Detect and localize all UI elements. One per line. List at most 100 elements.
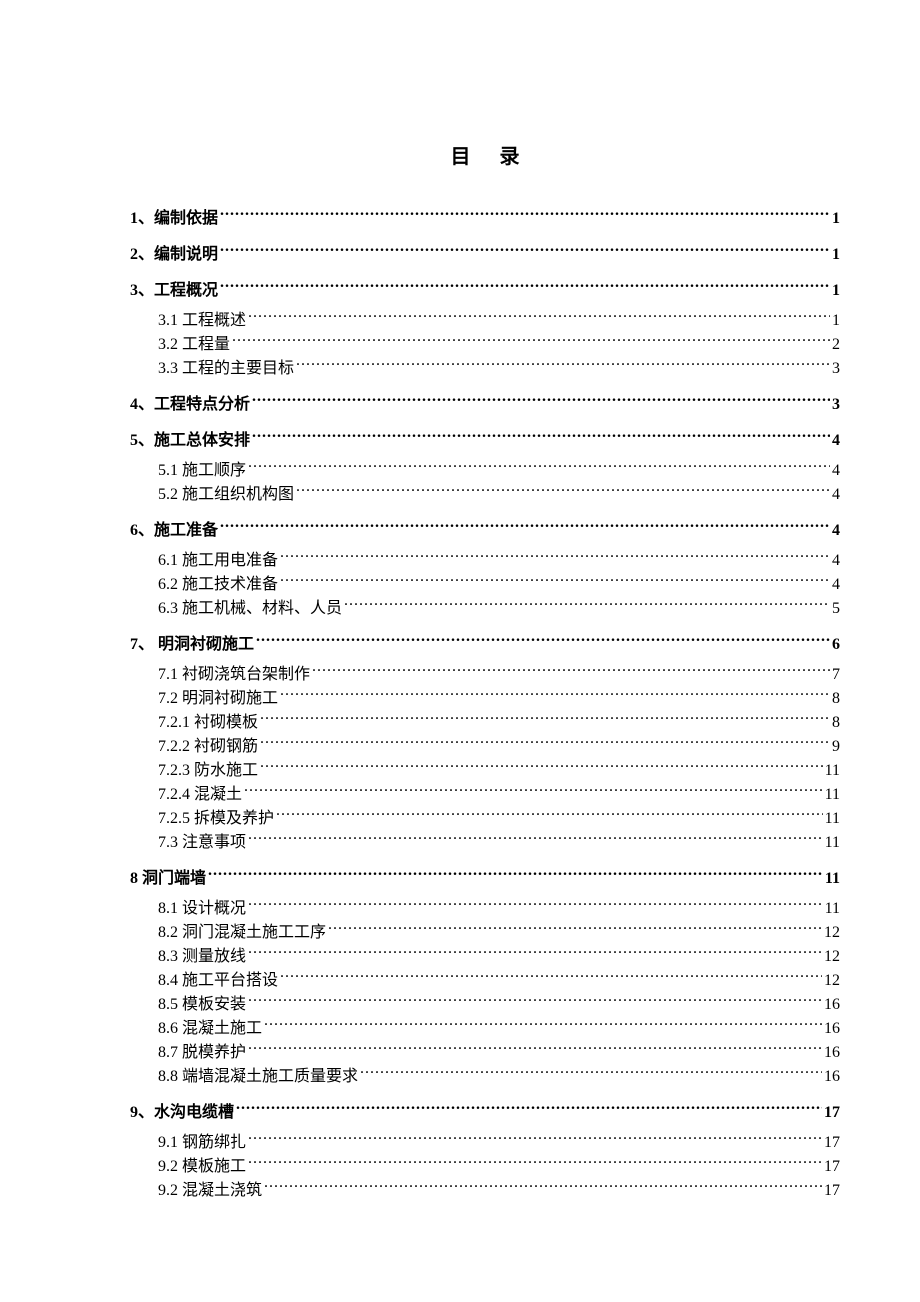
toc-entry-label: 7.2.1 衬砌模板 (158, 711, 258, 735)
toc-entry-page: 4 (832, 429, 840, 453)
toc-entry-page: 12 (824, 945, 840, 969)
toc-entry: 8.5 模板安装 16 (130, 993, 840, 1017)
toc-entry-label: 7.2.5 拆模及养护 (158, 807, 274, 831)
toc-entry: 8.2 洞门混凝土施工工序12 (130, 921, 840, 945)
toc-entry: 7.2.3 防水施工 11 (130, 759, 840, 783)
toc-entry-page: 11 (825, 807, 840, 831)
toc-entry: 2、编制说明 1 (130, 243, 840, 267)
toc-leader-dots (360, 1065, 822, 1081)
toc-entry-label: 8.1 设计概况 (158, 897, 246, 921)
toc-entry: 6.3 施工机械、材料、人员5 (130, 597, 840, 621)
toc-entry-label: 9.2 混凝土浇筑 (158, 1179, 262, 1203)
toc-entry: 9.1 钢筋绑扎17 (130, 1131, 840, 1155)
toc-entry-page: 3 (832, 357, 840, 381)
toc-entry-page: 11 (825, 897, 840, 921)
toc-entry-label: 8 洞门端墙 (130, 867, 206, 891)
toc-entry: 3.3 工程的主要目标3 (130, 357, 840, 381)
toc-entry-page: 17 (824, 1179, 840, 1203)
toc-entry-page: 4 (832, 549, 840, 573)
toc-entry-page: 16 (824, 1065, 840, 1089)
toc-entry-label: 7.2 明洞衬砌施工 (158, 687, 278, 711)
toc-entry-page: 1 (832, 279, 840, 303)
toc-entry-page: 6 (832, 633, 840, 657)
toc-entry-page: 16 (824, 993, 840, 1017)
toc-entry-label: 1、编制依据 (130, 207, 218, 231)
toc-entry: 8.8 端墙混凝土施工质量要求 16 (130, 1065, 840, 1089)
toc-leader-dots (296, 357, 830, 373)
toc-entry-label: 6.1 施工用电准备 (158, 549, 278, 573)
toc-entry: 8 洞门端墙 11 (130, 867, 840, 891)
toc-entry-label: 6、施工准备 (130, 519, 218, 543)
toc-entry-label: 3.1 工程概述 (158, 309, 246, 333)
toc-leader-dots (296, 483, 830, 499)
toc-entry-label: 9.2 模板施工 (158, 1155, 246, 1179)
toc-entry-label: 8.3 测量放线 (158, 945, 246, 969)
toc-entry-page: 12 (824, 921, 840, 945)
toc-entry-page: 17 (824, 1155, 840, 1179)
toc-leader-dots (344, 597, 830, 613)
toc-entry-page: 2 (832, 333, 840, 357)
toc-entry-page: 8 (832, 687, 840, 711)
toc-leader-dots (244, 783, 823, 799)
toc-entry-page: 16 (824, 1017, 840, 1041)
toc-leader-dots (252, 429, 830, 445)
toc-leader-dots (260, 759, 823, 775)
toc-entry-label: 6.3 施工机械、材料、人员 (158, 597, 342, 621)
toc-entry: 6、施工准备 4 (130, 519, 840, 543)
toc-entry-page: 3 (832, 393, 840, 417)
toc-entry-label: 9、水沟电缆槽 (130, 1101, 234, 1125)
toc-entry: 5、施工总体安排 4 (130, 429, 840, 453)
toc-entry-label: 8.4 施工平台搭设 (158, 969, 278, 993)
toc-leader-dots (220, 519, 830, 535)
toc-leader-dots (312, 663, 830, 679)
toc-entry-page: 11 (825, 867, 840, 891)
toc-leader-dots (220, 279, 830, 295)
toc-leader-dots (208, 867, 823, 883)
toc-entry-label: 8.5 模板安装 (158, 993, 246, 1017)
toc-entry: 9.2 混凝土浇筑 17 (130, 1179, 840, 1203)
toc-entry-label: 5.2 施工组织机构图 (158, 483, 294, 507)
toc-entry-page: 11 (825, 759, 840, 783)
toc-entry: 7.2.5 拆模及养护 11 (130, 807, 840, 831)
toc-entry-page: 16 (824, 1041, 840, 1065)
toc-entry: 1、编制依据 1 (130, 207, 840, 231)
toc-entry-page: 4 (832, 483, 840, 507)
toc-entry-page: 11 (825, 831, 840, 855)
toc-entry-page: 7 (832, 663, 840, 687)
toc-entry-label: 6.2 施工技术准备 (158, 573, 278, 597)
toc-entry-label: 7.1 衬砌浇筑台架制作 (158, 663, 310, 687)
toc-leader-dots (248, 1155, 822, 1171)
toc-entry-label: 8.6 混凝土施工 (158, 1017, 262, 1041)
toc-title: 目 录 (130, 140, 840, 169)
toc-entry: 7.2.1 衬砌模板 8 (130, 711, 840, 735)
toc-entry: 9、水沟电缆槽 17 (130, 1101, 840, 1125)
toc-leader-dots (280, 573, 830, 589)
toc-entry-page: 1 (832, 207, 840, 231)
toc-leader-dots (236, 1101, 822, 1117)
toc-entry-page: 9 (832, 735, 840, 759)
toc-leader-dots (248, 993, 822, 1009)
toc-leader-dots (276, 807, 823, 823)
toc-leader-dots (248, 945, 822, 961)
toc-entry: 3.1 工程概述 1 (130, 309, 840, 333)
toc-entry-page: 1 (832, 309, 840, 333)
toc-entry: 8.4 施工平台搭设 12 (130, 969, 840, 993)
toc-entry-label: 8.7 脱模养护 (158, 1041, 246, 1065)
toc-leader-dots (248, 1041, 822, 1057)
toc-entry-page: 4 (832, 573, 840, 597)
toc-container: 1、编制依据 12、编制说明 13、工程概况 13.1 工程概述13.2 工程量… (130, 207, 840, 1203)
toc-entry-page: 17 (824, 1131, 840, 1155)
toc-entry-page: 4 (832, 519, 840, 543)
toc-entry-page: 12 (824, 969, 840, 993)
toc-entry-page: 8 (832, 711, 840, 735)
toc-entry-label: 3.2 工程量 (158, 333, 230, 357)
toc-entry-label: 5、施工总体安排 (130, 429, 250, 453)
toc-entry-label: 8.8 端墙混凝土施工质量要求 (158, 1065, 358, 1089)
toc-entry: 8.1 设计概况 11 (130, 897, 840, 921)
toc-entry: 3.2 工程量 2 (130, 333, 840, 357)
toc-entry-label: 7.2.3 防水施工 (158, 759, 258, 783)
toc-entry: 7.2.4 混凝土11 (130, 783, 840, 807)
toc-entry-page: 11 (825, 783, 840, 807)
toc-leader-dots (280, 969, 822, 985)
document-page: 目 录 1、编制依据 12、编制说明 13、工程概况 13.1 工程概述13.2… (0, 0, 920, 1283)
